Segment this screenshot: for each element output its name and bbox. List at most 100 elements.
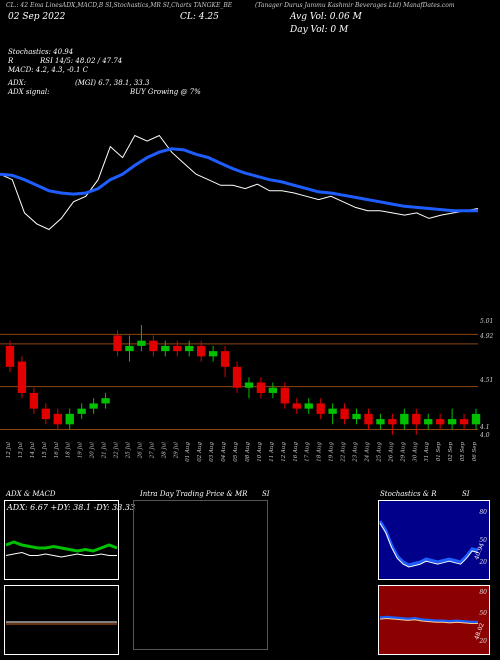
ticker-tags: CL.: 42 Ema LinesADX,MACD,B SI,Stochasti… [6,2,233,9]
adx-values: (MGI) 6.7, 38.1, 33.3 [75,79,150,87]
x-tick-label: 20 Jul [90,442,96,459]
x-tick-label: 16 Aug [293,442,299,462]
x-tick-label: 27 Jul [149,442,155,459]
x-tick-label: 02 Aug [197,442,203,462]
rsi-value-label: 48.02 [473,622,486,641]
candle-body [328,408,337,414]
candle-body [220,351,230,367]
x-tick-label: 23 Aug [353,442,359,463]
x-tick-label: 05 Aug [233,442,239,462]
x-tick-label: 10 Aug [257,442,263,462]
candle-body [89,403,98,409]
ema-line [0,147,478,213]
adx-signal-label: ADX signal: [8,88,50,96]
x-tick-label: 01 Sep [436,442,442,462]
avg-vol-label: Avg Vol: 0.06 M [290,12,362,22]
x-tick-label: 29 Aug [400,442,406,463]
candle-body [41,408,51,420]
candle-body [352,413,361,420]
candle-body [53,413,62,425]
adx-plus-line [5,540,118,553]
level-label-2: 4.92 [480,333,494,340]
candle-body [244,382,254,388]
rsi-readout: RSI 14/5: 48.02 / 47.74 [40,57,123,65]
candle-body [161,345,170,352]
candle-body [388,419,397,425]
x-tick-label: 25 Jul [125,442,131,459]
x-tick-label: 15 Jul [42,442,48,458]
candle-body [125,345,134,352]
adx-signal: BUY Growing @ 7% [130,88,201,96]
candle-body [113,335,122,352]
x-tick-label: 11 Aug [269,442,275,462]
day-vol-label: Day Vol: 0 M [290,25,349,35]
candle-body [185,345,194,352]
price-line [0,134,479,231]
adx-label: ADX: [8,79,27,87]
x-tick-label: 16 Jul [54,442,60,458]
rsi-line [379,615,478,624]
candle-body [304,403,313,409]
stoch-line [378,520,479,567]
rsi-label-r: R [8,57,14,65]
stoch-panel: 80 50 20 [378,500,490,580]
candle-body [268,387,278,393]
candle-body [232,366,242,388]
x-tick-label: 22 Aug [341,442,347,463]
date-label: 02 Sep 2022 [8,12,66,22]
stoch-axis-50: 50 [479,537,487,544]
stoch-value-label: 40.94 [473,542,486,561]
stochastics-readout: Stochastics: 40.94 [8,48,74,56]
candle-body [376,419,385,425]
intraday-panel [133,500,268,650]
rsi-signal-line [379,617,478,624]
x-tick-label: 19 Jul [78,442,84,458]
adx-minus-line [5,551,117,558]
x-tick-label: 31 Aug [424,442,430,462]
x-tick-label: 14 Jul [30,442,36,458]
candle-body [5,345,15,367]
x-tick-label: 21 Jul [102,442,108,459]
stoch-signal-line [379,523,479,568]
x-tick-label: 29 Jul [173,442,179,459]
x-tick-label: 22 Jul [114,442,120,459]
x-tick-label: 18 Jul [66,442,72,458]
candle-body [17,361,27,393]
x-tick-label: 03 Aug [209,442,215,462]
macd-panel [4,585,119,655]
candle-body [208,351,218,357]
candle-body [316,403,325,414]
level-label-4: 4.1 [480,424,490,431]
x-tick-label: 05 Sep [460,442,466,462]
candle-body [196,345,206,357]
x-tick-label: 06 Sep [472,442,478,462]
x-tick-label: 30 Aug [412,442,418,462]
stoch-axis-80: 80 [479,509,487,516]
adx-readout: ADX: 6.67 +DY: 38.1 -DY: 33.33 [7,503,136,512]
stoch-title: Stochastics & R [380,490,437,498]
x-tick-label: 13 Jul [18,442,24,458]
candle-body [447,419,457,425]
candle-body [280,387,290,404]
adx-panel: ADX: 6.67 +DY: 38.1 -DY: 33.33 [4,500,135,580]
intraday-title: Intra Day Trading Price & MR [140,490,248,498]
x-tick-label: 01 Aug [185,442,191,462]
candle-body [101,398,110,404]
candle-body [29,392,39,409]
main-chart: 12 Jul 13 Jul 14 Jul 15 Jul 16 Jul 18 Jul 19 J… [0,134,481,463]
candle-body [256,382,266,393]
x-tick-label: 02 Sep [448,442,454,462]
candle-body [77,408,86,414]
x-tick-label: 17 Aug [305,442,311,462]
adx-panel-title: ADX & MACD [6,490,56,498]
x-tick-label: 26 Jul [137,442,143,459]
rsi-axis-80: 80 [479,589,487,596]
candle-body [364,413,373,425]
x-tick-label: 18 Aug [317,442,323,462]
candle-body [424,419,433,425]
candle-body [292,403,301,409]
stoch-suffix: SI [462,490,470,498]
rsi-axis-20: 20 [479,638,487,645]
x-tick-label: 12 Aug [281,442,287,462]
candle-body [149,340,158,352]
